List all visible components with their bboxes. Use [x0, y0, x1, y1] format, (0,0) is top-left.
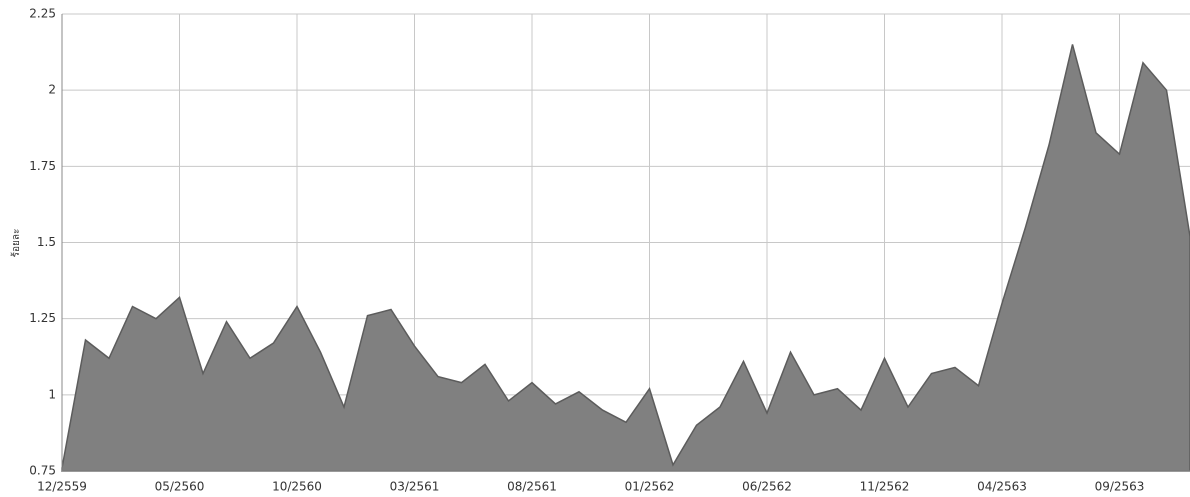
y-tick-label: 0.75: [29, 464, 56, 478]
x-tick-label: 04/2563: [977, 480, 1027, 494]
x-tick-label: 01/2562: [625, 480, 675, 494]
x-tick-label: 11/2562: [860, 480, 910, 494]
area: [61, 44, 1190, 472]
y-tick-label: 2: [48, 83, 56, 97]
y-tick-label: 2.25: [29, 7, 56, 21]
x-tick-label: 09/2563: [1095, 480, 1145, 494]
y-tick-label: 1: [48, 387, 56, 401]
y-tick-label: 1.25: [29, 311, 56, 325]
x-tick-label: 12/2559: [37, 480, 87, 494]
x-tick-label: 06/2562: [742, 480, 792, 494]
x-tick-label: 10/2560: [272, 480, 322, 494]
y-tick-label: 1.5: [37, 235, 56, 249]
x-tick-label: 08/2561: [507, 480, 557, 494]
y-tick-label: 1.75: [29, 159, 56, 173]
x-tick-label: 03/2561: [390, 480, 440, 494]
y-axis-label: ร้อยละ: [10, 229, 22, 258]
x-tick-label: 05/2560: [155, 480, 205, 494]
